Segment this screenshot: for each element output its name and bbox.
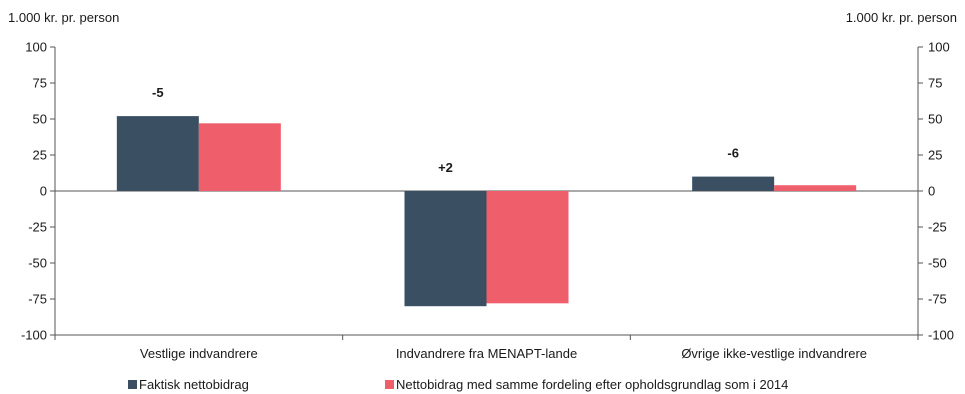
bar-faktisk-0: [116, 116, 199, 191]
category-label: Indvandrere fra MENAPT-lande: [396, 346, 577, 361]
left-tick-label: -25: [28, 220, 47, 235]
legend: Faktisk nettobidrag Nettobidrag med samme…: [128, 377, 788, 392]
right-tick-label: -50: [928, 256, 947, 271]
bar-faktisk-2: [692, 176, 775, 191]
labels: Vestlige indvandrere -5 Indvandrere fra ME…: [140, 85, 867, 361]
left-tick-label: 100: [25, 40, 47, 55]
right-tick-label: 0: [928, 184, 935, 199]
legend-swatch: [128, 380, 137, 389]
right-axis-unit-label: 1.000 kr. pr. person: [846, 10, 957, 25]
bar-nettobidrag-2014-1: [486, 191, 569, 304]
right-tick-label: 75: [928, 76, 942, 91]
left-tick-label: -100: [21, 328, 47, 343]
right-tick-label: -25: [928, 220, 947, 235]
left-tick-label: -75: [28, 292, 47, 307]
legend-label: Nettobidrag med samme fordeling efter op…: [396, 377, 788, 392]
category-label: Øvrige ikke-vestlige indvandrere: [681, 346, 867, 361]
right-tick-label: 25: [928, 148, 942, 163]
left-axis-unit-label: 1.000 kr. pr. person: [8, 10, 119, 25]
left-tick-label: 25: [33, 148, 47, 163]
legend-label: Faktisk nettobidrag: [139, 377, 249, 392]
bars: [116, 116, 857, 307]
difference-annotation: -5: [152, 85, 164, 100]
category-label: Vestlige indvandrere: [140, 346, 258, 361]
left-tick-label: 0: [40, 184, 47, 199]
right-tick-label: 100: [928, 40, 950, 55]
left-tick-label: 75: [33, 76, 47, 91]
right-tick-label: -100: [928, 328, 954, 343]
right-tick-label: 50: [928, 112, 942, 127]
difference-annotation: +2: [438, 160, 453, 175]
difference-annotation: -6: [727, 146, 739, 161]
right-tick-label: -75: [928, 292, 947, 307]
legend-swatch: [385, 380, 394, 389]
bar-nettobidrag-2014-0: [198, 123, 281, 191]
bar-faktisk-1: [404, 191, 487, 307]
left-tick-label: 50: [33, 112, 47, 127]
bar-nettobidrag-2014-2: [774, 185, 857, 191]
left-tick-label: -50: [28, 256, 47, 271]
